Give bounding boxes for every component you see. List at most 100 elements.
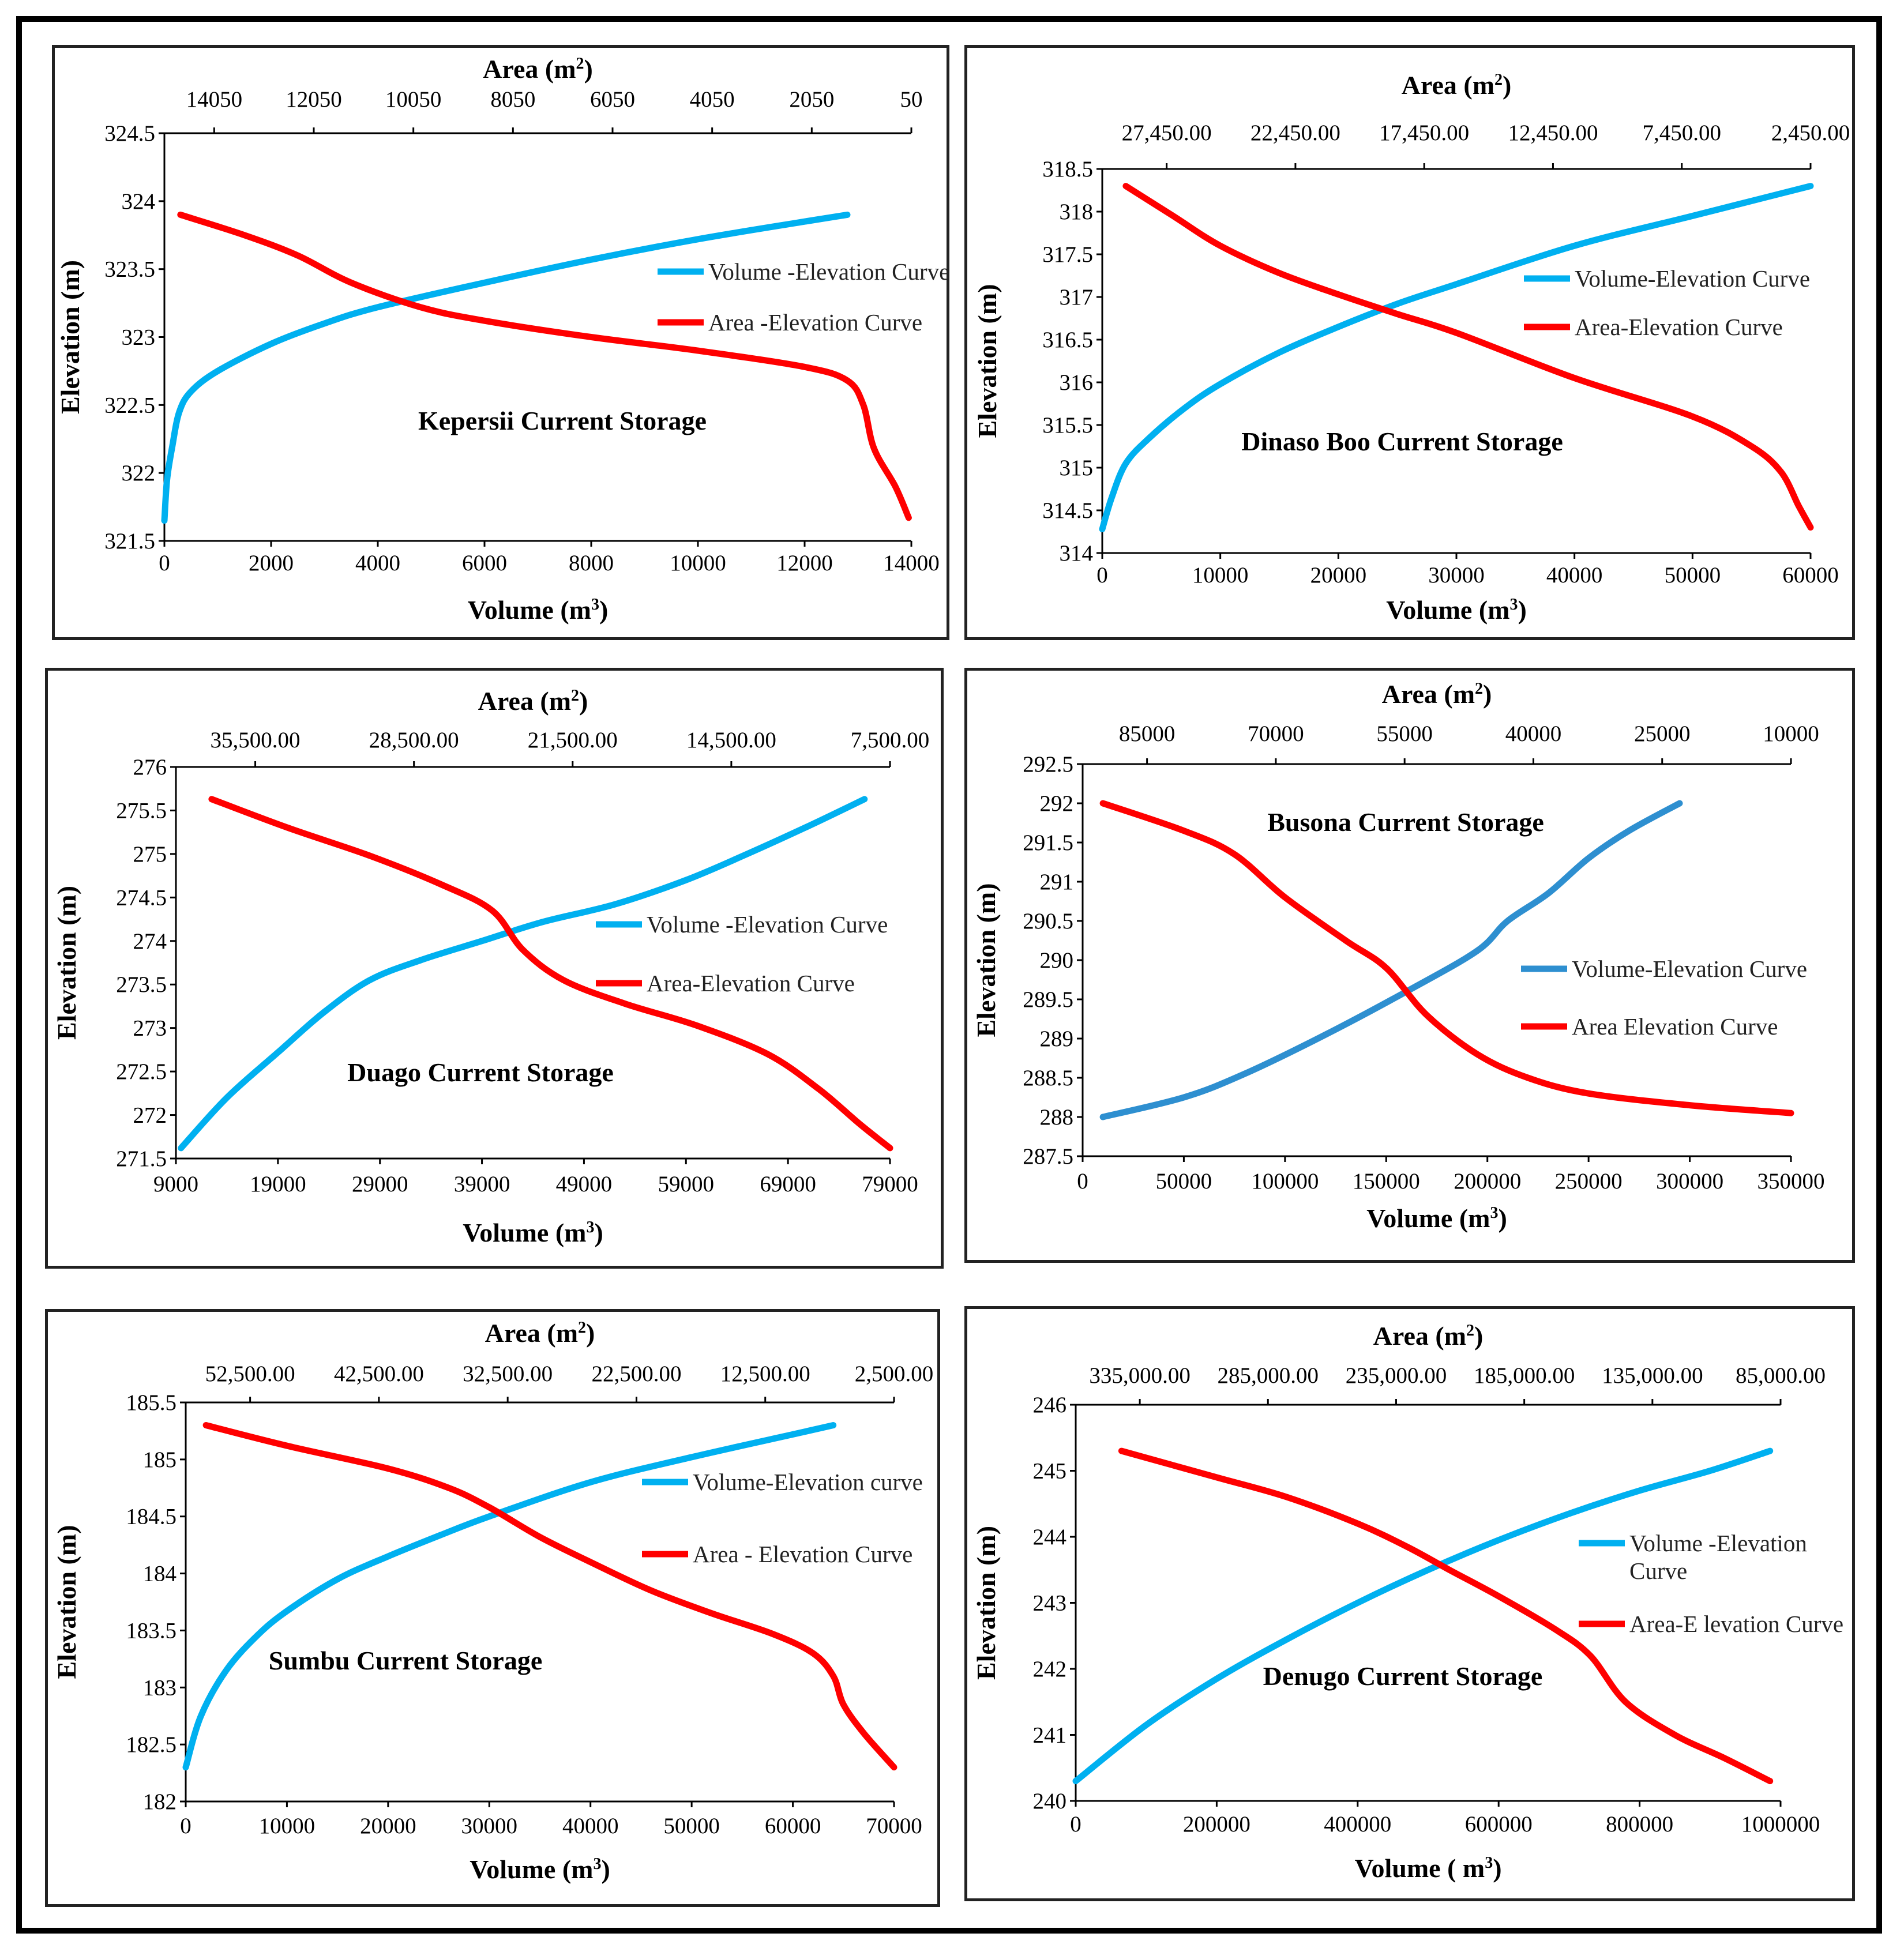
legend-label: Area -Elevation Curve: [708, 309, 922, 336]
y-tick-label: 324.5: [104, 121, 155, 146]
x-tick-label: 69000: [760, 1172, 816, 1197]
y-tick-label: 315.5: [1042, 413, 1093, 438]
y-tick-label: 271.5: [116, 1146, 167, 1171]
x2-tick-label: 235,000.00: [1346, 1363, 1447, 1388]
y-tick-label: 182.5: [126, 1732, 176, 1757]
y-tick-label: 324: [122, 189, 156, 214]
y-tick-label: 185.5: [126, 1390, 176, 1415]
x2-tick-label: 7,450.00: [1642, 121, 1721, 145]
y-tick-label: 243: [1033, 1591, 1067, 1616]
chart-title: Dinaso Boo Current Storage: [1241, 427, 1563, 456]
x-tick-label: 350000: [1757, 1169, 1825, 1194]
x2-tick-label: 185,000.00: [1474, 1363, 1575, 1388]
x-tick-label: 0: [1070, 1812, 1081, 1837]
x-tick-label: 1000000: [1741, 1812, 1820, 1837]
x-tick-label: 39000: [454, 1172, 510, 1197]
series-line-area: [1122, 183, 1814, 531]
y-axis-title: Elevation (m): [971, 1526, 1001, 1680]
y-tick-label: 322.5: [104, 393, 155, 418]
series-line-area: [208, 796, 893, 1152]
x-axis-title: Volume (m3): [463, 1218, 603, 1247]
chart-denugo: 240 241 242 243 244 245 246 0 200000 400000 600000…: [971, 1321, 1843, 1883]
figure-frame: [16, 16, 1882, 1934]
chart-panel-duago: 271.5 272 272.5 273 273.5 274 274.5 275 275.5 276…: [45, 668, 944, 1269]
chart-duago: 271.5 272 272.5 273 273.5 274 274.5 275 275.5 276…: [52, 686, 929, 1247]
x-tick-label: 12000: [776, 551, 833, 576]
x-tick-label: 20000: [360, 1814, 416, 1838]
chart-panel-denugo: 240 241 242 243 244 245 246 0 200000 400000 600000…: [964, 1306, 1855, 1901]
y-tick-label: 287.5: [1023, 1144, 1073, 1169]
legend-label: Volume -Elevation: [1629, 1530, 1807, 1556]
x-tick-label: 60000: [765, 1814, 821, 1838]
x2-tick-label: 55000: [1376, 721, 1433, 746]
x2-tick-label: 17,450.00: [1379, 121, 1469, 145]
y-tick-label: 272: [133, 1103, 167, 1128]
x2-axis-title: Area (m2): [1382, 679, 1492, 709]
x2-tick-label: 8050: [490, 87, 535, 112]
x-tick-label: 40000: [562, 1814, 619, 1838]
chart-panel-sumbu: 182 182.5 183 183.5 184 184.5 185 185.5 0 10000 20…: [45, 1309, 940, 1907]
y-tick-label: 316.5: [1042, 328, 1093, 352]
x-axis-title: Volume (m3): [468, 595, 609, 625]
x2-tick-label: 10000: [1763, 721, 1819, 746]
chart-kepersii: 321.5 322 322.5 323 323.5 324 324.5 0 2000 4000 60…: [55, 54, 949, 625]
x-tick-label: 10000: [670, 551, 726, 576]
chart-title: Duago Current Storage: [347, 1058, 614, 1087]
x2-tick-label: 85,000.00: [1736, 1363, 1826, 1388]
x-tick-label: 200000: [1454, 1169, 1521, 1194]
x-tick-label: 200000: [1183, 1812, 1250, 1837]
chart-title: Denugo Current Storage: [1263, 1661, 1543, 1691]
series-line-area: [202, 1422, 897, 1771]
y-tick-label: 315: [1060, 456, 1094, 480]
x-tick-label: 19000: [250, 1172, 306, 1197]
x2-tick-label: 135,000.00: [1602, 1363, 1703, 1388]
y-tick-label: 289.5: [1023, 987, 1073, 1012]
y-tick-label: 183: [143, 1675, 177, 1700]
x2-axis-title: Area (m2): [1373, 1321, 1484, 1351]
y-tick-label: 323: [122, 325, 156, 350]
x2-tick-label: 70000: [1248, 721, 1304, 746]
x-tick-label: 10000: [1192, 563, 1249, 588]
x-tick-label: 50000: [1665, 563, 1721, 588]
y-tick-label: 321.5: [104, 529, 155, 554]
x2-tick-label: 2050: [789, 87, 834, 112]
x-tick-label: 79000: [862, 1172, 918, 1197]
y-tick-label: 246: [1033, 1393, 1067, 1417]
x-tick-label: 8000: [569, 551, 614, 576]
x2-tick-label: 6050: [590, 87, 635, 112]
x-tick-label: 70000: [866, 1814, 922, 1838]
y-tick-label: 184.5: [126, 1505, 176, 1529]
x-tick-label: 600000: [1465, 1812, 1533, 1837]
x2-tick-label: 22,450.00: [1250, 121, 1340, 145]
y-tick-label: 244: [1033, 1525, 1067, 1549]
y-tick-label: 322: [122, 461, 156, 486]
x-tick-label: 40000: [1546, 563, 1603, 588]
x-axis-title: Volume (m3): [1386, 595, 1527, 625]
x-tick-label: 0: [180, 1814, 191, 1838]
legend-label: Volume-Elevation Curve: [1572, 956, 1807, 982]
x-tick-label: 50000: [663, 1814, 720, 1838]
x2-axis-title: Area (m2): [483, 54, 593, 84]
x-tick-label: 250000: [1555, 1169, 1623, 1194]
y-tick-label: 272.5: [116, 1059, 167, 1084]
legend-label: Curve: [1629, 1558, 1687, 1584]
legend-label: Volume-Elevation Curve: [1575, 265, 1810, 292]
x2-tick-label: 285,000.00: [1218, 1363, 1319, 1388]
x2-tick-label: 4050: [690, 87, 735, 112]
x2-tick-label: 14,500.00: [686, 728, 776, 753]
x2-tick-label: 28,500.00: [369, 728, 459, 753]
series-line-volume: [1099, 183, 1814, 533]
x-tick-label: 150000: [1353, 1169, 1420, 1194]
x2-tick-label: 42,500.00: [334, 1361, 424, 1386]
y-tick-label: 291.5: [1023, 830, 1073, 855]
x-tick-label: 60000: [1782, 563, 1839, 588]
series-line-volume: [178, 796, 868, 1152]
x2-tick-label: 14050: [186, 87, 243, 112]
x-tick-label: 800000: [1606, 1812, 1673, 1837]
x2-tick-label: 10050: [385, 87, 442, 112]
x-tick-label: 59000: [658, 1172, 715, 1197]
x2-axis-title: Area (m2): [478, 686, 588, 716]
legend-label: Area-Elevation Curve: [647, 970, 855, 996]
x2-tick-label: 50: [900, 87, 923, 112]
legend-label: Area-E levation Curve: [1629, 1611, 1843, 1637]
